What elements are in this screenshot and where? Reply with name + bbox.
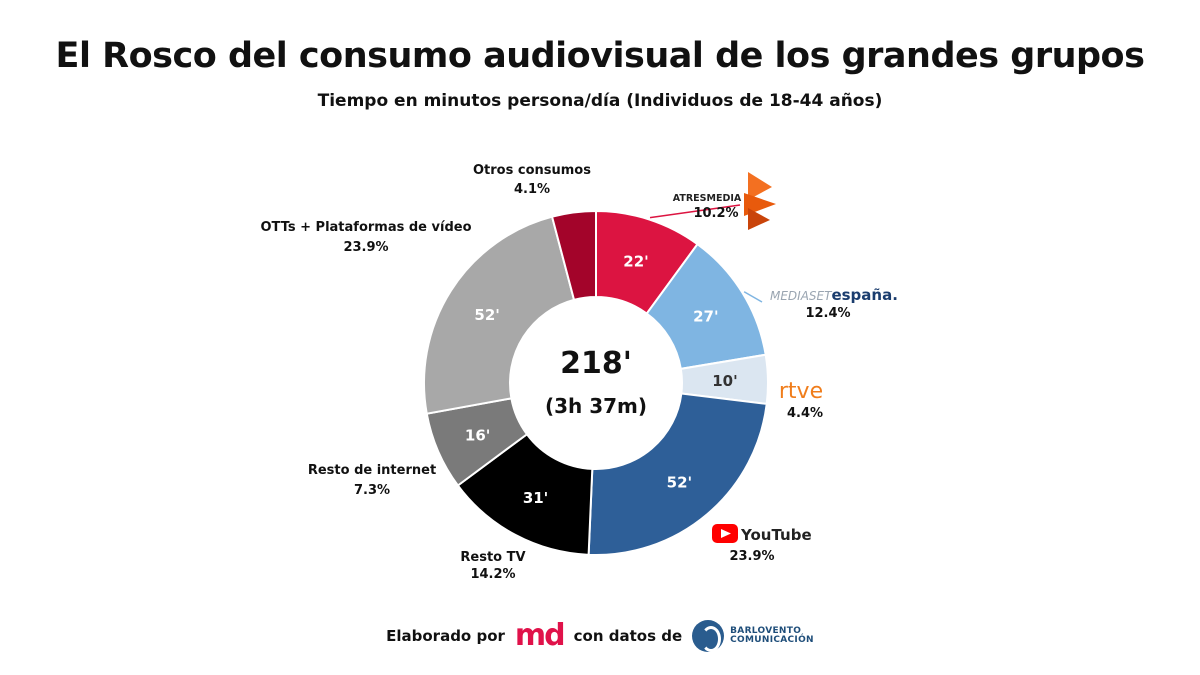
slice-youtube — [587, 392, 768, 556]
youtube-icon — [712, 524, 738, 543]
chart-title: El Rosco del consumo audiovisual de los … — [55, 36, 1145, 76]
youtube-pct: 23.9% — [729, 549, 774, 564]
slice-otts-plataformas-de-v-deo — [423, 215, 576, 415]
leader-line — [649, 204, 741, 219]
barlovento-logo: BARLOVENTO COMUNICACIÓN — [692, 620, 814, 652]
resto-tv-pct: 14.2% — [470, 567, 515, 582]
center-total: 218' — [560, 346, 632, 381]
resto-internet-label: Resto de internet — [308, 463, 436, 478]
slice-otros-consumos — [550, 209, 597, 302]
slice-value-label: 52' — [474, 306, 499, 324]
slice-value-label: 31' — [523, 489, 548, 507]
rtve-pct: 4.4% — [787, 406, 823, 421]
otros-pct: 4.1% — [514, 182, 550, 197]
otts-label: OTTs + Plataformas de vídeo — [261, 220, 472, 235]
with-data-text: con datos de — [573, 627, 683, 645]
mediaset-logo-text: MEDIASETespaña. — [770, 286, 898, 304]
atresmedia-pct: 10.2% — [693, 206, 738, 221]
barlovento-sub: COMUNICACIÓN — [730, 635, 814, 645]
resto-internet-pct: 7.3% — [354, 483, 390, 498]
barlovento-icon — [692, 620, 725, 652]
slice-value-label: 52' — [667, 473, 692, 491]
otts-pct: 23.9% — [343, 240, 388, 255]
slice-value-label: 16' — [465, 426, 490, 444]
mediaset-pct: 12.4% — [805, 306, 850, 321]
center-total-hours: (3h 37m) — [545, 394, 647, 418]
made-by-text: Elaborado por — [386, 627, 505, 645]
slice-value-label: 10' — [712, 372, 737, 390]
footer: Elaborado por md con datos de BARLOVENTO… — [0, 620, 1200, 652]
leader-line — [743, 291, 763, 303]
resto-tv-label: Resto TV — [460, 550, 525, 565]
chart-subtitle: Tiempo en minutos persona/día (Individuo… — [317, 91, 883, 111]
youtube-logo-text: YouTube — [740, 526, 812, 544]
atresmedia-logo-text: ATRESMEDIA — [673, 193, 742, 204]
md-logo: md — [514, 618, 566, 653]
slice-value-label: 22' — [623, 252, 648, 270]
otros-label: Otros consumos — [473, 163, 591, 178]
rtve-logo-text: rtve — [779, 379, 823, 404]
barlovento-name: BARLOVENTO — [730, 625, 802, 636]
slice-value-label: 27' — [693, 307, 718, 325]
atresmedia-icon — [744, 172, 776, 230]
